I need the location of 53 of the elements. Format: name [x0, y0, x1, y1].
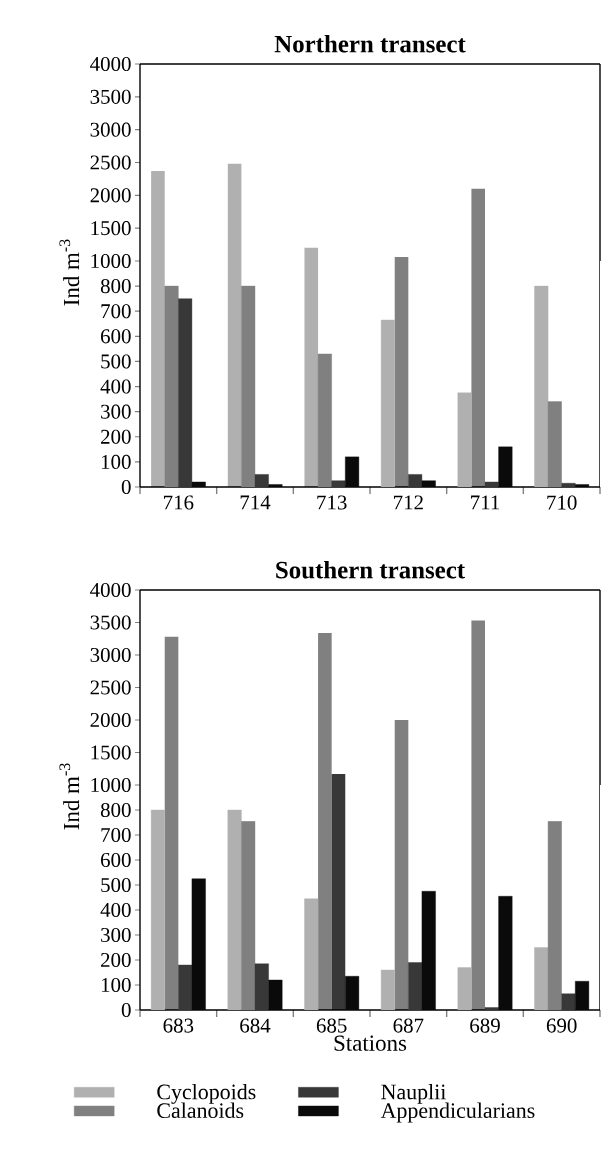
- y-tick-label: 500: [101, 877, 131, 893]
- y-tick-label: 0: [121, 1002, 131, 1018]
- y-tick-label: 200: [101, 952, 131, 968]
- y-tick-label: 600: [101, 852, 131, 868]
- y-tick-label: 400: [100, 379, 131, 394]
- x-tick-label: 689: [470, 1018, 500, 1033]
- x-tick-label: 711: [471, 495, 500, 510]
- y-tick-label: 300: [101, 404, 131, 419]
- y-tick-label: 3000: [90, 122, 131, 137]
- x-tick-label: 683: [163, 1018, 194, 1033]
- y-tick-label: 2000: [90, 712, 131, 728]
- y-tick-label: 800: [100, 279, 131, 294]
- legend-label: Cyclopoids: [157, 1083, 256, 1104]
- y-tick-label: 600: [101, 329, 131, 344]
- y-tick-label: 400: [100, 902, 131, 918]
- x-tick-label: 710: [547, 495, 577, 510]
- y-tick-label: 4000: [90, 582, 131, 598]
- x-tick-label: 713: [317, 495, 347, 510]
- y-axis-title: Ind m$^{-3}$: [59, 763, 80, 830]
- y-tick-label: 100: [101, 454, 131, 469]
- y-tick-label: 200: [101, 429, 131, 444]
- y-tick-label: 1000: [91, 253, 131, 269]
- y-tick-label: 300: [101, 927, 131, 943]
- x-tick-label: 714: [240, 495, 271, 510]
- x-tick-label: 685: [316, 1018, 347, 1033]
- x-tick-label: 687: [393, 1018, 424, 1033]
- x-tick-label: 712: [394, 495, 423, 510]
- y-tick-label: 700: [101, 827, 131, 843]
- y-tick-label: 3500: [90, 89, 131, 104]
- y-tick-label: 3500: [90, 615, 131, 630]
- y-tick-label: 500: [101, 354, 131, 369]
- x-tick-label: 684: [240, 1018, 271, 1033]
- x-tick-label: 690: [546, 1018, 577, 1033]
- y-tick-label: 2000: [90, 188, 131, 203]
- y-tick-label: 1000: [91, 777, 131, 793]
- y-tick-label: 3000: [90, 647, 131, 663]
- y-tick-label: 800: [100, 802, 131, 818]
- y-tick-label: 4000: [90, 56, 131, 72]
- legend-label: Appendicularians: [380, 1102, 535, 1123]
- y-tick-label: 2500: [90, 680, 131, 695]
- chart-title: Southern transect: [276, 560, 466, 579]
- y-tick-label: 2500: [90, 155, 131, 170]
- y-tick-label: 1500: [91, 745, 131, 760]
- legend-label: Calanoids: [157, 1102, 244, 1119]
- x-axis-title: Stations: [334, 1035, 407, 1051]
- y-tick-label: 1500: [91, 221, 131, 236]
- legend-label: Nauplii: [381, 1083, 446, 1104]
- y-tick-label: 700: [101, 304, 131, 319]
- x-tick-label: 716: [164, 495, 194, 510]
- chart-title: Northern transect: [274, 34, 466, 53]
- y-axis-title: Ind m$^{-3}$: [59, 239, 80, 306]
- y-tick-label: 100: [101, 977, 131, 993]
- y-tick-label: 0: [121, 479, 131, 495]
